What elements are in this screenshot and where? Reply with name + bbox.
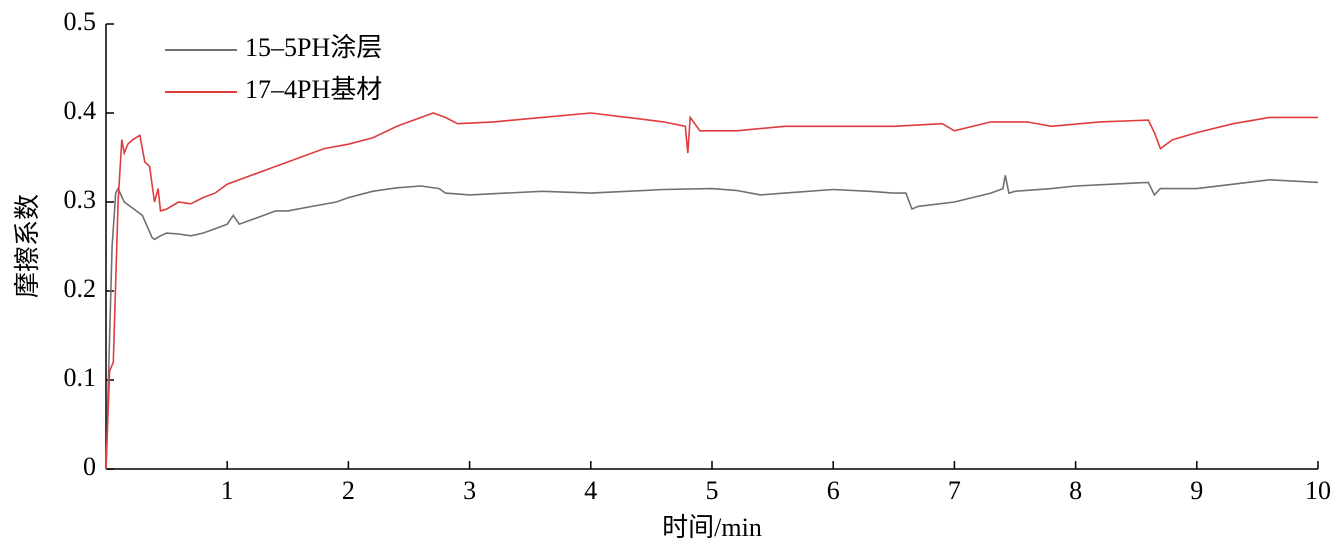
y-tick-label: 0.2	[64, 274, 97, 303]
x-tick-label: 6	[827, 476, 840, 505]
x-tick-label: 3	[463, 476, 476, 505]
y-tick-label: 0.4	[64, 96, 97, 125]
x-tick-label: 4	[584, 476, 597, 505]
x-tick-label: 2	[342, 476, 355, 505]
x-axis-label: 时间/min	[662, 513, 762, 542]
x-tick-label: 9	[1190, 476, 1203, 505]
y-tick-label: 0.1	[64, 363, 97, 392]
x-tick-label: 10	[1305, 476, 1331, 505]
y-tick-label: 0.3	[64, 185, 97, 214]
y-tick-label: 0.5	[64, 7, 97, 36]
series-line	[105, 175, 1319, 470]
x-tick-label: 8	[1069, 476, 1082, 505]
legend-label: 17–4PH基材	[245, 75, 382, 104]
y-axis-label: 摩擦系数	[13, 194, 42, 298]
x-tick-label: 7	[948, 476, 961, 505]
legend-label: 15–5PH涂层	[245, 33, 382, 62]
x-tick-label: 5	[706, 476, 719, 505]
x-tick-label: 1	[221, 476, 234, 505]
y-tick-label: 0	[83, 452, 96, 481]
series-line	[105, 112, 1318, 470]
